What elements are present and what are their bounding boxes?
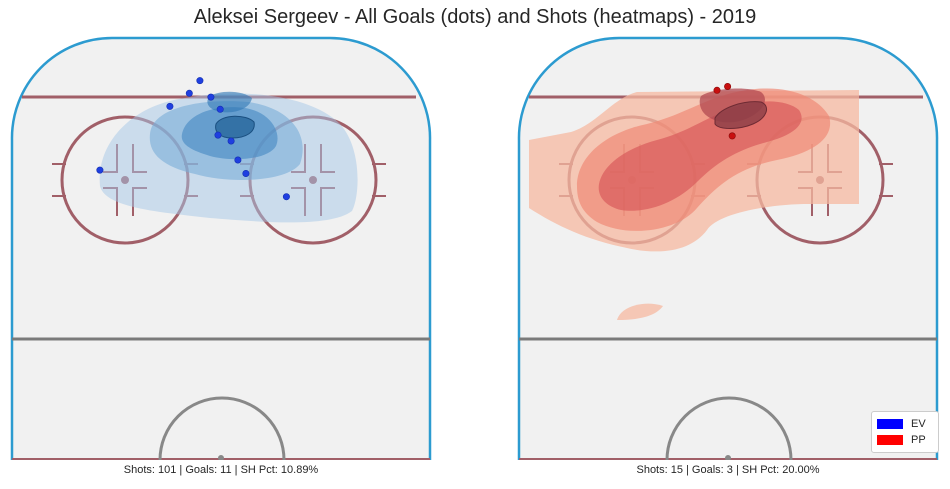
heatmap-ev: [99, 91, 358, 223]
ev-goal-dot-8: [234, 156, 242, 164]
ev-goal-dot-6: [216, 105, 224, 113]
legend-label-pp: PP: [911, 434, 926, 446]
ev-goal-dot-3: [196, 77, 204, 85]
legend-label-ev: EV: [911, 418, 926, 430]
heatmap-level-1b: [617, 303, 663, 320]
stats-caption-pp: Shots: 15 | Goals: 3 | SH Pct: 20.00%: [636, 464, 820, 476]
ev-goal-dot-1: [166, 102, 174, 110]
legend-swatch-pp: [877, 435, 903, 445]
rink-pp-panel: [517, 36, 939, 460]
heatmap-level-3: [598, 101, 802, 211]
heatmap-level-5: [714, 101, 768, 129]
goal-dots-pp: [713, 82, 736, 140]
legend: EV PP: [871, 411, 939, 453]
rink-ev-panel: [10, 36, 432, 460]
ev-goal-dot-9: [242, 170, 250, 178]
ev-goal-dot-4: [207, 93, 215, 101]
legend-swatch-ev: [877, 419, 903, 429]
pp-goal-dot-2: [724, 82, 732, 90]
ev-goal-dot-10: [96, 166, 104, 174]
stats-caption-ev: Shots: 101 | Goals: 11 | SH Pct: 10.89%: [123, 464, 319, 476]
center-circle: [665, 396, 793, 460]
heatmap-pp: [529, 88, 859, 320]
pp-goal-dot-1: [713, 86, 721, 94]
goal-dots-ev: [96, 77, 290, 201]
ev-goal-dot-7: [227, 137, 235, 145]
center-dot: [218, 455, 224, 460]
ev-goal-dot-5: [214, 131, 222, 139]
pp-goal-dot-3: [728, 132, 736, 140]
chart-title: Aleksei Sergeev - All Goals (dots) and S…: [193, 6, 757, 28]
ev-goal-dot-11: [282, 193, 290, 201]
legend-item-ev: EV: [877, 417, 926, 431]
center-circle: [158, 396, 286, 460]
ev-goal-dot-2: [185, 89, 193, 97]
legend-item-pp: PP: [877, 433, 926, 447]
center-dot: [725, 455, 731, 460]
